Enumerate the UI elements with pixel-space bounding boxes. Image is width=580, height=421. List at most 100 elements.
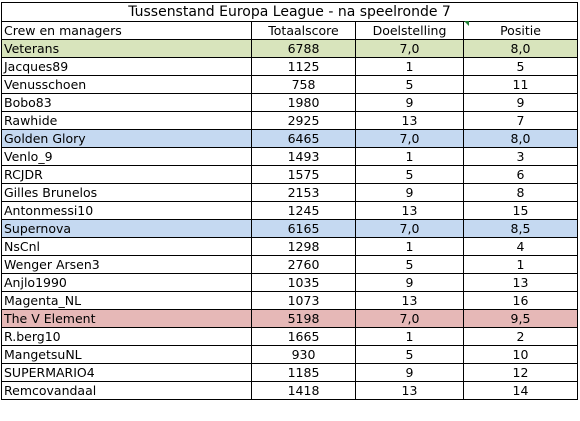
cell-doelstelling: 13	[355, 201, 464, 220]
cell-name: Gilles Brunelos	[1, 183, 252, 202]
cell-totaalscore: 6465	[251, 129, 356, 148]
table-row: Antonmessi10 1245 13 15	[1, 201, 578, 220]
table-row: MangetsuNL 930 5 10	[1, 345, 578, 364]
cell-name: MangetsuNL	[1, 345, 252, 364]
cell-doelstelling: 13	[355, 291, 464, 310]
cell-positie: 3	[463, 147, 578, 166]
cell-doelstelling: 7,0	[355, 219, 464, 238]
cell-totaalscore: 2760	[251, 255, 356, 274]
header-crew: Crew en managers	[1, 21, 252, 40]
cell-positie: 16	[463, 291, 578, 310]
cell-positie: 8,5	[463, 219, 578, 238]
cell-doelstelling: 9	[355, 273, 464, 292]
table-row: Bobo83 1980 9 9	[1, 93, 578, 112]
cell-doelstelling: 1	[355, 57, 464, 76]
cell-totaalscore: 1035	[251, 273, 356, 292]
cell-name: SUPERMARIO4	[1, 363, 252, 382]
cell-positie: 8	[463, 183, 578, 202]
cell-name: RCJDR	[1, 165, 252, 184]
table-row: Venusschoen 758 5 11	[1, 75, 578, 94]
table-row: Jacques89 1125 1 5	[1, 57, 578, 76]
table-row: R.berg10 1665 1 2	[1, 327, 578, 346]
cell-totaalscore: 1418	[251, 381, 356, 400]
header-positie: Positie	[463, 21, 578, 40]
cell-name: Veterans	[1, 39, 252, 58]
cell-name: Jacques89	[1, 57, 252, 76]
cell-positie: 15	[463, 201, 578, 220]
table-row: Gilles Brunelos 2153 9 8	[1, 183, 578, 202]
cell-doelstelling: 1	[355, 327, 464, 346]
cell-name: Rawhide	[1, 111, 252, 130]
cell-doelstelling: 5	[355, 75, 464, 94]
cell-positie: 5	[463, 57, 578, 76]
cell-totaalscore: 1493	[251, 147, 356, 166]
cell-totaalscore: 1185	[251, 363, 356, 382]
cell-doelstelling: 7,0	[355, 39, 464, 58]
group-row: Supernova 6165 7,0 8,5	[1, 219, 578, 238]
cell-comment-marker	[464, 21, 469, 26]
header-totaalscore: Totaalscore	[251, 21, 356, 40]
group-row: Veterans 6788 7,0 8,0	[1, 39, 578, 58]
table-row: Anjlo1990 1035 9 13	[1, 273, 578, 292]
cell-totaalscore: 1980	[251, 93, 356, 112]
table-row: Remcovandaal 1418 13 14	[1, 381, 578, 400]
cell-positie: 7	[463, 111, 578, 130]
cell-positie: 4	[463, 237, 578, 256]
cell-totaalscore: 1298	[251, 237, 356, 256]
cell-positie: 14	[463, 381, 578, 400]
cell-totaalscore: 758	[251, 75, 356, 94]
cell-positie: 8,0	[463, 39, 578, 58]
cell-name: Remcovandaal	[1, 381, 252, 400]
table-row: Wenger Arsen3 2760 5 1	[1, 255, 578, 274]
table-row: SUPERMARIO4 1185 9 12	[1, 363, 578, 382]
cell-doelstelling: 7,0	[355, 129, 464, 148]
cell-name: Magenta_NL	[1, 291, 252, 310]
cell-totaalscore: 1245	[251, 201, 356, 220]
table-row: Rawhide 2925 13 7	[1, 111, 578, 130]
cell-totaalscore: 1073	[251, 291, 356, 310]
cell-totaalscore: 2925	[251, 111, 356, 130]
cell-name: Anjlo1990	[1, 273, 252, 292]
cell-doelstelling: 5	[355, 345, 464, 364]
cell-positie: 1	[463, 255, 578, 274]
cell-name: Venlo_9	[1, 147, 252, 166]
cell-positie: 9,5	[463, 309, 578, 328]
cell-name: Supernova	[1, 219, 252, 238]
cell-doelstelling: 13	[355, 111, 464, 130]
cell-totaalscore: 5198	[251, 309, 356, 328]
cell-doelstelling: 1	[355, 237, 464, 256]
cell-doelstelling: 5	[355, 165, 464, 184]
cell-positie: 10	[463, 345, 578, 364]
cell-positie: 12	[463, 363, 578, 382]
cell-totaalscore: 6788	[251, 39, 356, 58]
cell-doelstelling: 9	[355, 93, 464, 112]
standings-table: Tussenstand Europa League - na speelrond…	[1, 2, 578, 400]
cell-totaalscore: 2153	[251, 183, 356, 202]
cell-totaalscore: 1125	[251, 57, 356, 76]
cell-positie: 11	[463, 75, 578, 94]
cell-name: R.berg10	[1, 327, 252, 346]
cell-doelstelling: 9	[355, 183, 464, 202]
cell-positie: 2	[463, 327, 578, 346]
cell-name: Wenger Arsen3	[1, 255, 252, 274]
table-row: RCJDR 1575 5 6	[1, 165, 578, 184]
table-row: Venlo_9 1493 1 3	[1, 147, 578, 166]
cell-name: Antonmessi10	[1, 201, 252, 220]
cell-positie: 13	[463, 273, 578, 292]
table-title: Tussenstand Europa League - na speelrond…	[1, 2, 578, 22]
cell-positie: 9	[463, 93, 578, 112]
cell-doelstelling: 5	[355, 255, 464, 274]
cell-doelstelling: 13	[355, 381, 464, 400]
cell-doelstelling: 1	[355, 147, 464, 166]
cell-name: NsCnl	[1, 237, 252, 256]
header-doelstelling: Doelstelling	[355, 21, 464, 40]
cell-positie: 6	[463, 165, 578, 184]
cell-totaalscore: 6165	[251, 219, 356, 238]
cell-name: Venusschoen	[1, 75, 252, 94]
cell-totaalscore: 1665	[251, 327, 356, 346]
cell-name: Golden Glory	[1, 129, 252, 148]
group-row: Golden Glory 6465 7,0 8,0	[1, 129, 578, 148]
cell-doelstelling: 7,0	[355, 309, 464, 328]
cell-name: The V Element	[1, 309, 252, 328]
cell-totaalscore: 930	[251, 345, 356, 364]
